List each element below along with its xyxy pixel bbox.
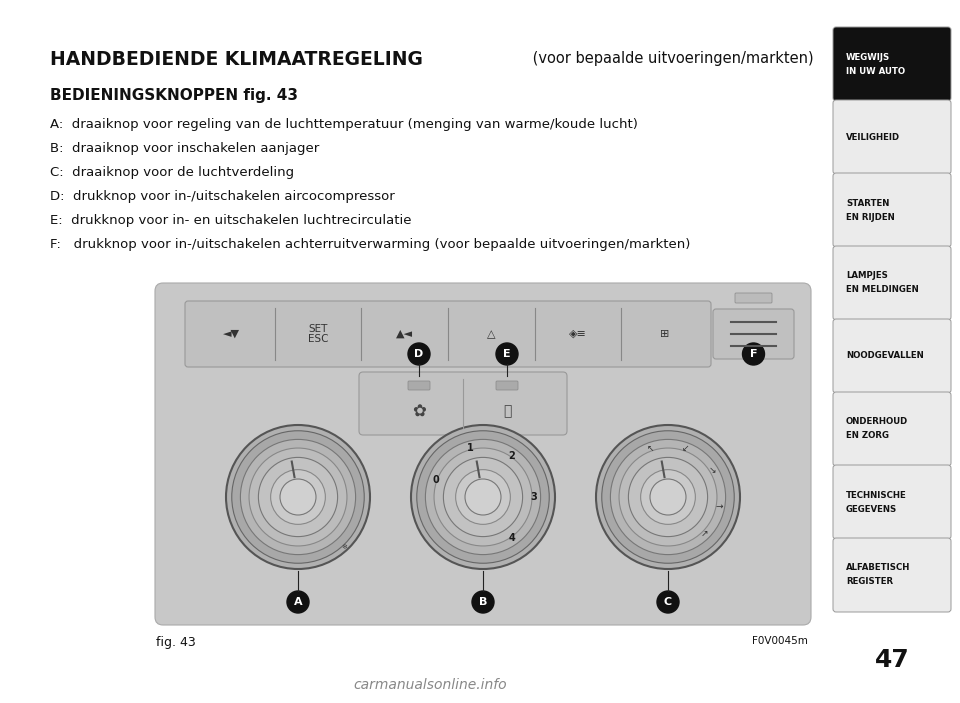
Text: F0V0045m: F0V0045m [752, 636, 808, 646]
Circle shape [596, 425, 740, 569]
Circle shape [408, 343, 430, 365]
FancyBboxPatch shape [833, 465, 951, 539]
Text: LAMPJES: LAMPJES [846, 271, 888, 280]
FancyBboxPatch shape [833, 319, 951, 393]
Text: SET: SET [308, 324, 327, 334]
Text: EN ZORG: EN ZORG [846, 432, 889, 441]
Text: 1: 1 [467, 444, 473, 453]
FancyBboxPatch shape [185, 301, 711, 367]
Circle shape [657, 591, 679, 613]
Text: 2: 2 [509, 451, 516, 460]
Circle shape [611, 439, 726, 555]
Text: C:  draaiknop voor de luchtverdeling: C: draaiknop voor de luchtverdeling [50, 166, 294, 179]
Text: ✿: ✿ [412, 403, 426, 420]
Text: ALFABETISCH: ALFABETISCH [846, 564, 910, 572]
Circle shape [742, 343, 764, 365]
Text: A: A [294, 597, 302, 607]
Text: B:  draaiknop voor inschakelen aanjager: B: draaiknop voor inschakelen aanjager [50, 142, 320, 155]
FancyBboxPatch shape [496, 381, 518, 390]
Text: ONDERHOUD: ONDERHOUD [846, 418, 908, 427]
Text: →: → [715, 501, 723, 510]
Text: A:  draaiknop voor regeling van de luchttemperatuur (menging van warme/koude luc: A: draaiknop voor regeling van de luchtt… [50, 118, 637, 131]
Circle shape [231, 431, 364, 563]
Circle shape [280, 479, 316, 515]
Text: ↖: ↖ [646, 444, 654, 453]
Text: STARTEN: STARTEN [846, 198, 889, 207]
Text: D:  drukknop voor in-/uitschakelen aircocompressor: D: drukknop voor in-/uitschakelen aircoc… [50, 190, 395, 203]
FancyBboxPatch shape [833, 173, 951, 247]
Text: ↙: ↙ [682, 444, 689, 453]
Text: ↘: ↘ [709, 467, 717, 476]
Text: GEGEVENS: GEGEVENS [846, 505, 898, 513]
Circle shape [640, 470, 695, 524]
Circle shape [240, 439, 355, 555]
Text: F: F [750, 349, 757, 359]
Text: VEILIGHEID: VEILIGHEID [846, 132, 900, 141]
Text: 3: 3 [530, 492, 537, 502]
Text: ❄: ❄ [342, 544, 348, 550]
FancyBboxPatch shape [713, 309, 794, 359]
FancyBboxPatch shape [359, 372, 567, 435]
Text: EN RIJDEN: EN RIJDEN [846, 212, 895, 221]
FancyBboxPatch shape [833, 246, 951, 320]
Circle shape [650, 479, 686, 515]
Circle shape [456, 470, 511, 524]
Circle shape [629, 458, 708, 536]
Circle shape [417, 431, 549, 563]
FancyBboxPatch shape [833, 100, 951, 174]
Text: E: E [503, 349, 511, 359]
Circle shape [444, 458, 522, 536]
Text: BEDIENINGSKNOPPEN fig. 43: BEDIENINGSKNOPPEN fig. 43 [50, 88, 298, 103]
Circle shape [258, 458, 338, 536]
Circle shape [425, 439, 540, 555]
Text: IN UW AUTO: IN UW AUTO [846, 67, 905, 75]
Text: E:  drukknop voor in- en uitschakelen luchtrecirculatie: E: drukknop voor in- en uitschakelen luc… [50, 214, 412, 227]
Circle shape [226, 425, 370, 569]
Text: D: D [415, 349, 423, 359]
FancyBboxPatch shape [833, 27, 951, 101]
Text: (voor bepaalde uitvoeringen/markten): (voor bepaalde uitvoeringen/markten) [528, 51, 814, 66]
Circle shape [465, 479, 501, 515]
Text: 0: 0 [432, 475, 439, 485]
Text: TECHNISCHE: TECHNISCHE [846, 491, 907, 500]
Text: NOODGEVALLEN: NOODGEVALLEN [846, 352, 924, 361]
Text: ⬯: ⬯ [503, 404, 511, 418]
Text: ↗: ↗ [701, 529, 708, 538]
Text: 4: 4 [509, 534, 516, 543]
FancyBboxPatch shape [833, 538, 951, 612]
Circle shape [249, 448, 347, 546]
FancyBboxPatch shape [735, 293, 772, 303]
FancyBboxPatch shape [833, 392, 951, 466]
Text: △: △ [487, 329, 495, 339]
Text: fig. 43: fig. 43 [156, 636, 196, 649]
Circle shape [619, 448, 717, 546]
Text: ▲◄: ▲◄ [396, 329, 413, 339]
Text: F:   drukknop voor in-/uitschakelen achterruitverwarming (voor bepaalde uitvoeri: F: drukknop voor in-/uitschakelen achter… [50, 238, 690, 251]
FancyBboxPatch shape [158, 286, 808, 622]
Circle shape [411, 425, 555, 569]
Text: EN MELDINGEN: EN MELDINGEN [846, 285, 919, 295]
Circle shape [271, 470, 325, 524]
FancyBboxPatch shape [408, 381, 430, 390]
Text: carmanualsonline.info: carmanualsonline.info [353, 678, 507, 692]
Text: B: B [479, 597, 487, 607]
Circle shape [602, 431, 734, 563]
FancyBboxPatch shape [155, 283, 811, 625]
Circle shape [496, 343, 518, 365]
Text: ⊞: ⊞ [660, 329, 669, 339]
Text: ESC: ESC [308, 334, 328, 344]
Text: C: C [664, 597, 672, 607]
Text: 47: 47 [875, 648, 909, 672]
Text: ◄▼: ◄▼ [223, 329, 240, 339]
Text: ◈≡: ◈≡ [569, 329, 587, 339]
Circle shape [434, 448, 532, 546]
Text: REGISTER: REGISTER [846, 577, 893, 586]
Circle shape [472, 591, 494, 613]
Text: WEGWIJS: WEGWIJS [846, 53, 890, 61]
Text: HANDBEDIENDE KLIMAATREGELING: HANDBEDIENDE KLIMAATREGELING [50, 50, 422, 69]
Circle shape [287, 591, 309, 613]
